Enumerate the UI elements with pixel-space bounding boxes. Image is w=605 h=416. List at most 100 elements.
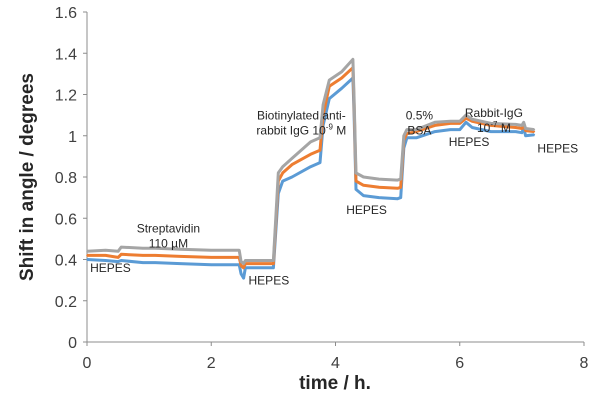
data-point: [328, 97, 331, 100]
data-point: [406, 128, 408, 131]
x-tick-label: 8: [580, 355, 589, 372]
data-point: [154, 254, 157, 257]
data-point: [179, 255, 181, 258]
y-tick-label: 0.2: [55, 294, 77, 311]
data-point: [210, 256, 213, 259]
annotation: Biotinylated anti-rabbit IgG 10-9 M: [256, 108, 346, 137]
data-point: [340, 77, 343, 79]
annotation: Rabbit-IgG 10-7 M: [465, 106, 523, 135]
data-point: [281, 172, 284, 174]
data-point: [120, 259, 122, 262]
x-tick-label: 2: [207, 355, 216, 372]
data-point: [291, 157, 293, 160]
data-point: [86, 258, 88, 261]
x-tick-label: 4: [331, 355, 340, 372]
data-point: [533, 133, 536, 136]
data-point: [522, 121, 525, 124]
data-point: [521, 127, 523, 130]
data-point: [86, 250, 88, 253]
data-point: [449, 122, 452, 125]
data-point: [465, 114, 467, 116]
data-point: [154, 261, 157, 264]
data-point: [281, 180, 284, 182]
data-point: [524, 135, 527, 137]
y-tick-label: 1.4: [55, 46, 77, 63]
data-point: [490, 124, 492, 127]
data-point: [514, 126, 517, 129]
y-tick-label: 0.4: [55, 253, 77, 270]
data-point: [434, 130, 436, 133]
data-point: [291, 176, 293, 178]
annotation: HEPES: [449, 135, 490, 149]
data-point: [281, 165, 284, 168]
data-point: [244, 259, 247, 262]
data-point: [362, 176, 365, 178]
data-point: [240, 264, 242, 267]
y-tick-label: 1: [68, 129, 77, 146]
data-point: [86, 254, 88, 257]
data-point: [434, 124, 436, 127]
data-point: [459, 120, 461, 123]
data-point: [355, 188, 357, 191]
data-point: [319, 161, 321, 164]
y-tick-label: 1.6: [55, 5, 77, 22]
y-tick-label: 0: [68, 335, 77, 352]
data-point: [277, 172, 280, 174]
series-layer: [86, 57, 536, 280]
data-point: [355, 172, 357, 174]
data-point: [465, 121, 467, 124]
data-point: [471, 118, 474, 120]
data-point: [524, 127, 527, 130]
data-point: [322, 104, 324, 106]
data-point: [117, 260, 119, 263]
annotation: Streptavidin 110 µM: [137, 222, 200, 251]
data-point: [521, 124, 523, 127]
annotation: HEPES: [249, 273, 290, 287]
data-point: [396, 197, 399, 200]
data-point: [355, 180, 357, 182]
data-point: [272, 267, 275, 269]
data-point: [399, 186, 402, 189]
data-point: [490, 122, 492, 125]
x-axis-title: time / h.: [299, 373, 371, 394]
data-point: [210, 249, 213, 251]
data-point: [521, 131, 523, 134]
data-point: [396, 179, 399, 181]
data-point: [415, 128, 418, 131]
y-axis-title: Shift in angle / degrees: [17, 73, 38, 281]
data-point: [353, 97, 355, 100]
data-point: [309, 141, 312, 143]
data-point: [240, 260, 242, 263]
data-point: [399, 196, 402, 199]
data-point: [524, 129, 527, 132]
data-point: [378, 178, 380, 180]
data-point: [319, 137, 321, 139]
data-point: [319, 149, 321, 151]
data-point: [352, 58, 354, 61]
data-point: [490, 130, 492, 133]
x-tick-label: 0: [83, 355, 92, 372]
data-point: [210, 263, 213, 266]
series-line: [86, 76, 535, 280]
data-point: [533, 128, 536, 131]
data-point: [514, 130, 517, 133]
data-point: [459, 128, 461, 131]
data-point: [272, 262, 275, 265]
data-point: [104, 254, 107, 257]
data-point: [291, 163, 293, 166]
axis-ticks: 0 2 4 6 8 0 0.2 0.4 0.6 0.8 1 1.2 1.4 1.6: [55, 5, 589, 372]
data-point: [179, 262, 181, 265]
data-point: [449, 120, 452, 123]
data-point: [272, 259, 275, 262]
data-point: [514, 123, 517, 126]
data-point: [309, 165, 312, 168]
data-point: [142, 254, 144, 257]
data-point: [242, 267, 245, 269]
data-point: [117, 250, 119, 253]
data-point: [142, 261, 144, 264]
data-point: [396, 187, 399, 190]
annotation: HEPES: [537, 141, 578, 155]
data-point: [242, 262, 245, 265]
data-point: [465, 117, 467, 119]
data-point: [459, 122, 461, 125]
